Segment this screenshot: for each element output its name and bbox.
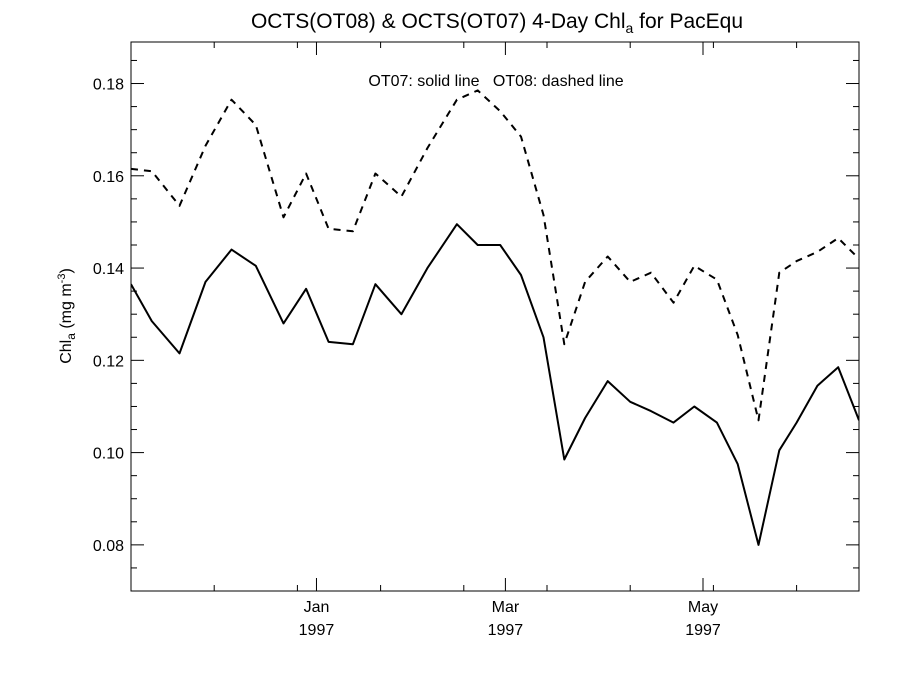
- y-tick-label: 0.12: [93, 353, 124, 370]
- series-line-ot07: [131, 223, 859, 546]
- y-tick-label: 0.10: [93, 446, 124, 463]
- x-tick-label-month: May: [688, 599, 718, 616]
- plot-area: 0.08 0.10 0.12 0.14 0.16 0.18 Jan 1997 Mar 1997 Ma…: [93, 41, 860, 639]
- y-tick-label: 0.08: [93, 538, 124, 555]
- y-tick-label: 0.14: [93, 261, 124, 278]
- series-line-ot08: [131, 89, 859, 422]
- y-tick-label: 0.16: [93, 169, 124, 186]
- x-tick-label-year: 1997: [685, 622, 721, 639]
- x-tick-label-month: Jan: [304, 599, 330, 616]
- plot-frame: [130, 41, 860, 592]
- line-style-annotation: OT07: solid line OT08: dashed line: [368, 73, 623, 90]
- x-tick-label-month: Mar: [492, 599, 520, 616]
- y-tick-label: 0.18: [93, 77, 124, 94]
- chart-title: OCTS(OT08) & OCTS(OT07) 4-Day Chla for P…: [251, 10, 743, 36]
- x-tick-label-year: 1997: [488, 622, 524, 639]
- y-axis-label: Chla (mg m-3): [56, 268, 78, 364]
- x-tick-label-year: 1997: [299, 622, 335, 639]
